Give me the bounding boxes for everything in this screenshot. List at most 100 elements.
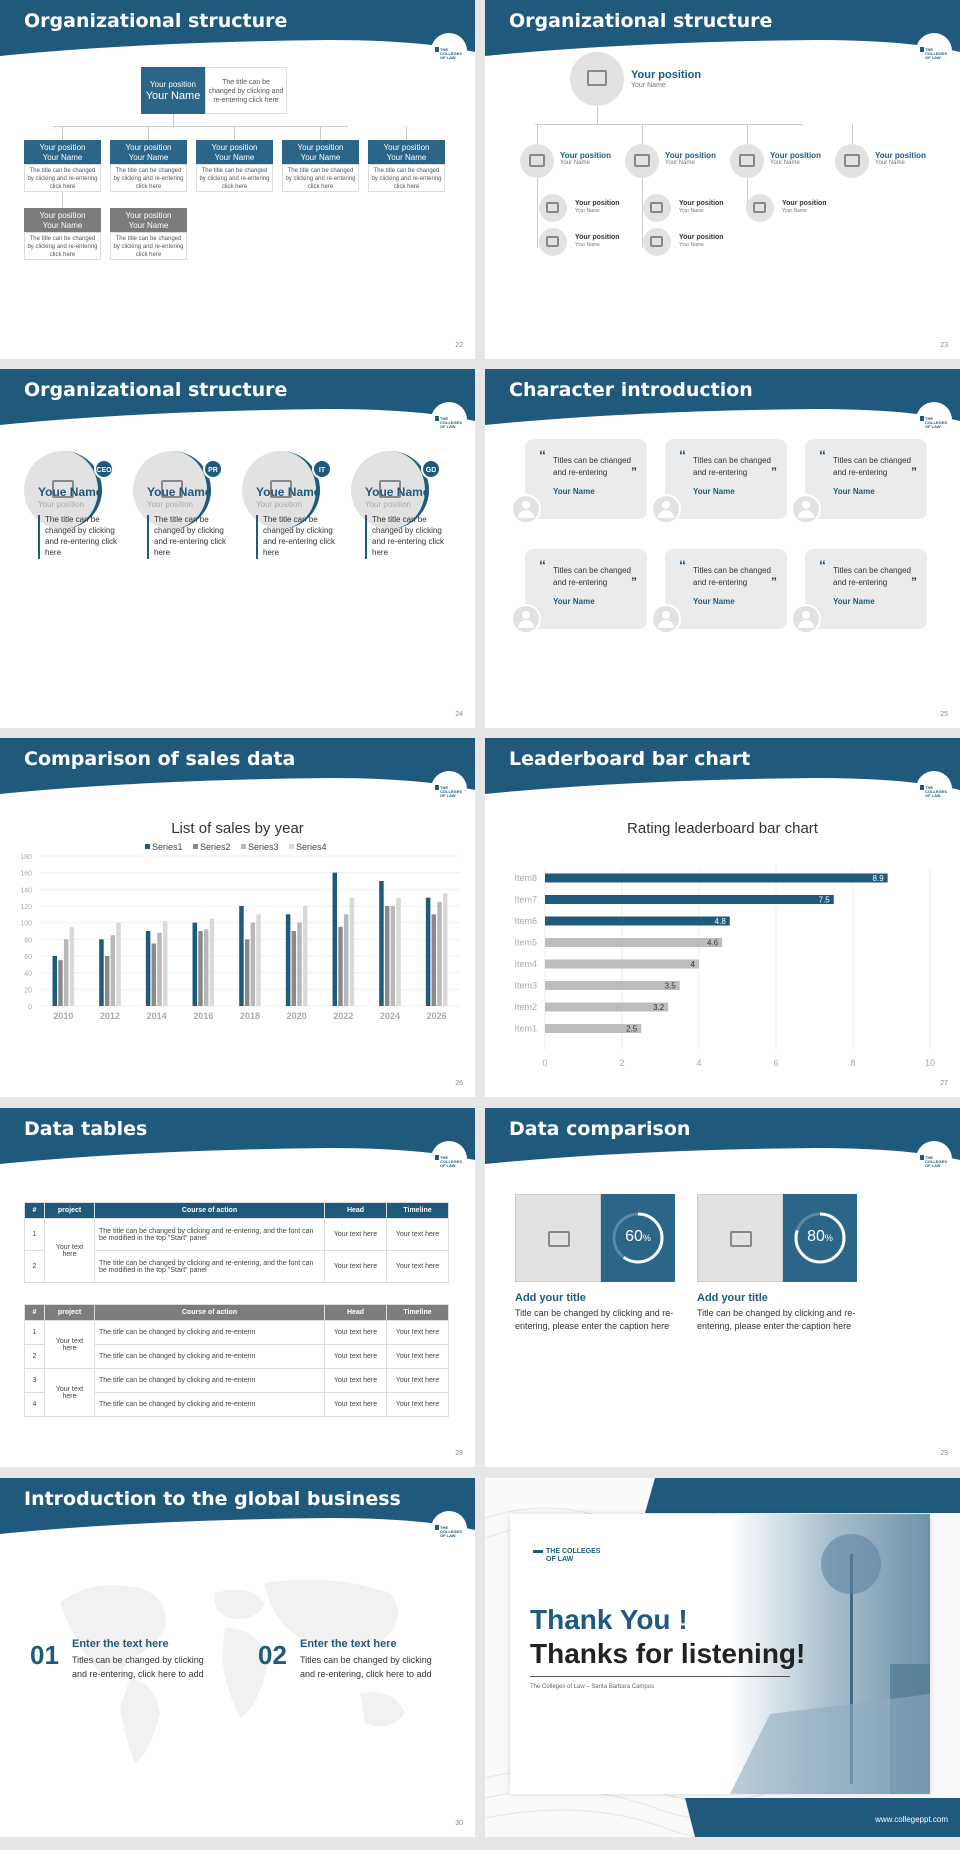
name-label: Your Name xyxy=(560,160,590,166)
slide-header xyxy=(0,1478,475,1538)
avatar[interactable] xyxy=(520,144,554,178)
quote-bubble[interactable]: “ Titles can be changed and re-entering” Y… xyxy=(525,549,647,629)
slide-22[interactable]: Organizational structure 22 Your positio… xyxy=(0,0,475,359)
slide-25[interactable]: Character introduction 25 THE COLLEGES O… xyxy=(485,369,960,728)
avatar[interactable] xyxy=(625,144,659,178)
person-photo[interactable] xyxy=(242,451,320,529)
percent-value: 80% xyxy=(783,1228,857,1246)
position-box[interactable]: Your position Your Name xyxy=(282,140,359,164)
image-placeholder[interactable] xyxy=(697,1194,783,1282)
position-box[interactable]: Your position Your Name xyxy=(24,208,101,232)
top-position-box[interactable]: Your position Your Name xyxy=(141,67,205,114)
slide-thank-you[interactable]: THE COLLEGES OF LAW Thank You ! Thanks f… xyxy=(485,1478,960,1837)
image-icon xyxy=(634,154,650,167)
item-number: 01 xyxy=(30,1640,59,1670)
person-photo[interactable] xyxy=(133,451,211,529)
website-link[interactable]: www.collegeppt.com xyxy=(875,1815,948,1824)
quote-name: Your Name xyxy=(553,597,595,606)
user-icon xyxy=(518,620,534,628)
user-icon xyxy=(798,620,814,628)
quote-bubble[interactable]: “ Titles can be changed and re-entering” Y… xyxy=(525,439,647,519)
slide-27[interactable]: Leaderboard bar chart 27 Rating leaderbo… xyxy=(485,738,960,1097)
slide-24[interactable]: Organizational structure 24 THE COLLEGES… xyxy=(0,369,475,728)
connector xyxy=(537,178,538,248)
college-logo: THE COLLEGES OF LAW xyxy=(916,402,952,438)
quote-bubble[interactable]: “ Titles can be changed and re-entering” Y… xyxy=(665,439,787,519)
position-box[interactable]: Your position Your Name xyxy=(24,140,101,164)
accent-bar xyxy=(147,515,149,559)
name-label: Your Name xyxy=(679,242,704,248)
cell: 2 xyxy=(24,1344,45,1369)
person-photo[interactable] xyxy=(351,451,429,529)
avatar[interactable] xyxy=(835,144,869,178)
slide-26[interactable]: Comparison of sales data 26 List of sale… xyxy=(0,738,475,1097)
table-row: 2 The title can be changed by clicking an… xyxy=(24,1250,449,1283)
user-icon xyxy=(662,611,670,619)
cell: The title can be changed by clicking and… xyxy=(94,1368,325,1393)
user-icon xyxy=(802,611,810,619)
slide-29[interactable]: Data comparison 29 THE COLLEGES OF LAW 60… xyxy=(485,1108,960,1467)
person-photo[interactable] xyxy=(24,451,102,529)
avatar[interactable] xyxy=(539,228,567,256)
bar xyxy=(431,914,437,1006)
avatar[interactable] xyxy=(730,144,764,178)
quote-text: Titles can be changed and re-entering xyxy=(553,456,631,477)
logo-text: THE COLLEGES OF LAW xyxy=(546,1548,601,1563)
image-placeholder[interactable] xyxy=(515,1194,601,1282)
college-logo: THE COLLEGES OF LAW xyxy=(916,771,952,807)
position-desc: The title can be changed by clicking and… xyxy=(24,164,101,192)
col-header: project xyxy=(44,1304,95,1321)
slide-28[interactable]: Data tables 28 # project Course of action H… xyxy=(0,1108,475,1467)
image-icon xyxy=(161,480,183,498)
slide-header xyxy=(0,369,475,429)
position-box[interactable]: Your position Your Name xyxy=(110,140,187,164)
y-tick-label: Item2 xyxy=(514,1002,537,1012)
bar xyxy=(157,932,162,1006)
name-label: Your Name xyxy=(145,90,201,102)
user-avatar xyxy=(651,494,681,524)
slide-title: Organizational structure xyxy=(24,379,288,401)
connector xyxy=(406,126,407,140)
logo-icon xyxy=(435,47,439,52)
bar xyxy=(390,906,396,1006)
slide-title: Organizational structure xyxy=(509,10,773,32)
name-label: Your Name xyxy=(770,160,800,166)
image-icon xyxy=(546,202,559,213)
accent-bar xyxy=(365,515,367,559)
position-label: Your position xyxy=(575,200,620,207)
quote-bubble[interactable]: “ Titles can be changed and re-entering” Y… xyxy=(665,549,787,629)
bar xyxy=(145,931,151,1006)
slide-30[interactable]: Introduction to the global business 30 T… xyxy=(0,1478,475,1837)
connector xyxy=(642,178,643,248)
person-name: Youe Name xyxy=(147,485,212,499)
top-desc: The title can be changed by clicking and… xyxy=(205,67,287,114)
bar xyxy=(244,939,250,1006)
quote-close-icon: ” xyxy=(911,575,917,589)
avatar[interactable] xyxy=(539,194,567,222)
position-box[interactable]: Your position Your Name xyxy=(196,140,273,164)
position-box[interactable]: Your position Your Name xyxy=(110,208,187,232)
x-tick-label: 2014 xyxy=(147,1011,167,1021)
user-icon xyxy=(518,510,534,518)
position-box[interactable]: Your position Your Name xyxy=(368,140,445,164)
logo-text: THE COLLEGES OF LAW xyxy=(925,416,948,429)
bar xyxy=(192,922,198,1006)
top-avatar[interactable] xyxy=(570,52,624,106)
avatar[interactable] xyxy=(746,194,774,222)
avatar[interactable] xyxy=(643,194,671,222)
avatar[interactable] xyxy=(643,228,671,256)
position-desc: The title can be changed by clicking and… xyxy=(110,232,187,260)
bar xyxy=(63,939,69,1006)
position-label: Your position xyxy=(770,151,821,160)
position-desc: The title can be changed by clicking and… xyxy=(368,164,445,192)
bar xyxy=(239,906,244,1006)
y-tick-label: 80 xyxy=(24,937,32,944)
quote-open-icon: “ xyxy=(679,557,686,573)
quote-bubble[interactable]: “ Titles can be changed and re-entering” Y… xyxy=(805,549,927,629)
y-tick-label: 120 xyxy=(20,904,32,911)
bar xyxy=(69,926,75,1006)
quote-bubble[interactable]: “ Titles can be changed and re-entering” Y… xyxy=(805,439,927,519)
image-icon xyxy=(546,236,559,247)
role-badge: GD xyxy=(421,459,441,479)
slide-23[interactable]: Organizational structure 23 Your positio… xyxy=(485,0,960,359)
